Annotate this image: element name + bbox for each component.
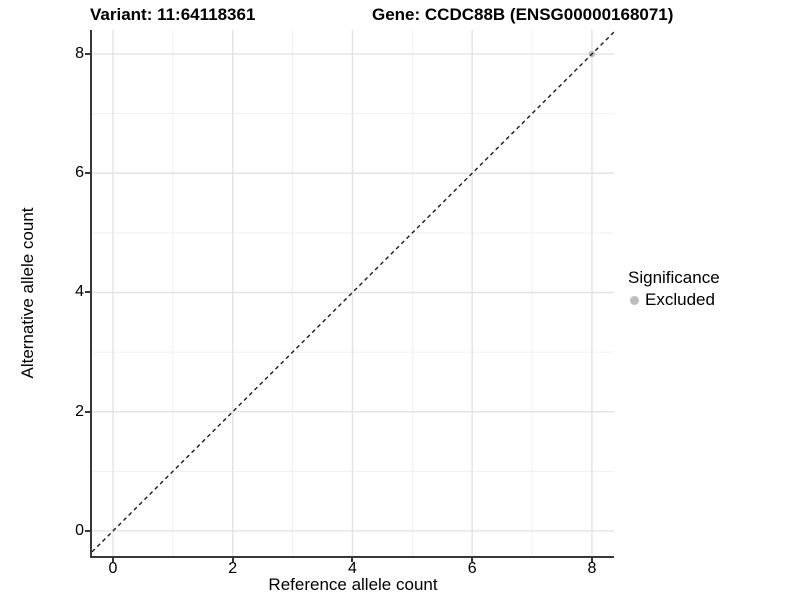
x-tick-label: 0 bbox=[108, 560, 118, 577]
x-tick-mark bbox=[231, 556, 234, 562]
legend-item: Excluded bbox=[630, 290, 720, 310]
y-tick-mark bbox=[85, 410, 91, 413]
y-tick-label: 4 bbox=[75, 283, 84, 301]
y-axis-title: Alternative allele count bbox=[18, 207, 37, 379]
scatter-plot bbox=[92, 30, 614, 556]
legend-title: Significance bbox=[628, 268, 720, 287]
y-tick-label: 2 bbox=[75, 402, 84, 420]
legend: Significance Excluded bbox=[628, 268, 720, 310]
y-tick-mark bbox=[85, 529, 91, 532]
x-tick-mark bbox=[590, 556, 593, 562]
legend-key-dot-icon bbox=[630, 295, 639, 305]
y-tick-mark bbox=[85, 291, 91, 294]
x-tick-mark bbox=[112, 556, 114, 562]
y-tick-mark bbox=[85, 172, 91, 175]
x-tick-mark bbox=[351, 556, 354, 562]
x-tick-label: 2 bbox=[228, 560, 238, 577]
x-tick-label: 4 bbox=[348, 560, 357, 577]
x-tick-mark bbox=[471, 556, 474, 562]
y-tick-mark bbox=[85, 53, 91, 56]
x-tick-label: 8 bbox=[587, 560, 597, 577]
plot-panel bbox=[90, 30, 614, 558]
x-tick-label: 6 bbox=[467, 560, 477, 577]
y-tick-label: 0 bbox=[75, 521, 84, 539]
variant-title: Variant: 11:64118361 bbox=[90, 5, 256, 24]
x-axis-title: Reference allele count bbox=[268, 575, 438, 594]
gene-title: Gene: CCDC88B (ENSG00000168071) bbox=[372, 5, 674, 24]
y-tick-label: 6 bbox=[75, 164, 84, 182]
legend-item-label: Excluded bbox=[645, 290, 715, 309]
legend-items: Excluded bbox=[628, 290, 720, 310]
y-tick-label: 8 bbox=[75, 45, 84, 63]
